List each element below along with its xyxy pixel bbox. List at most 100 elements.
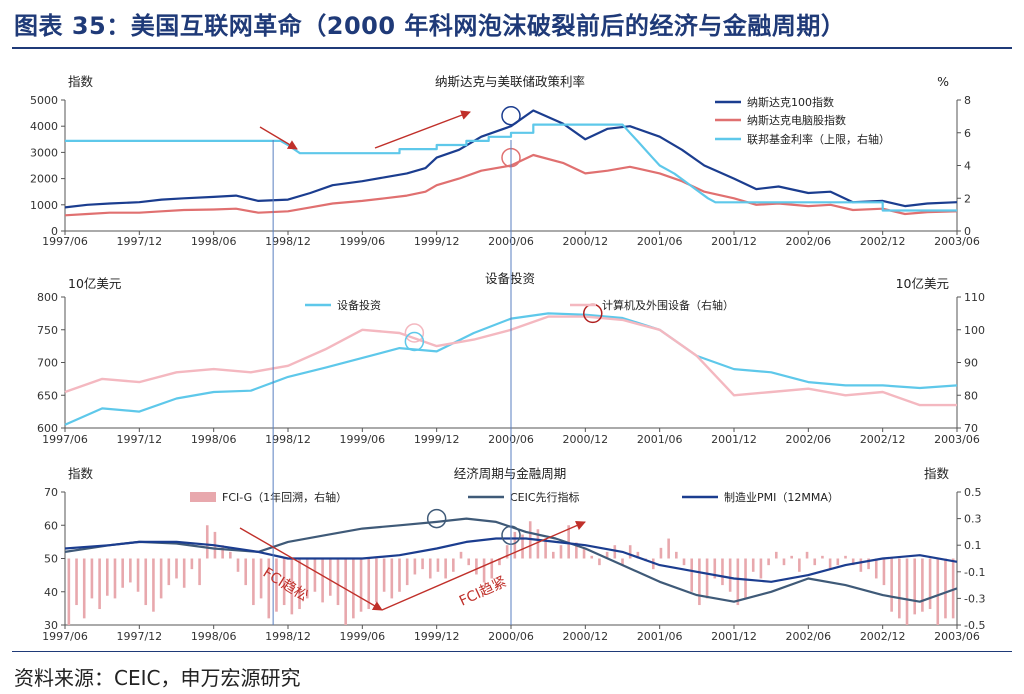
y-tick-label-right: -0.5 xyxy=(964,619,985,632)
x-tick-label: 2001/12 xyxy=(711,235,757,248)
bar xyxy=(252,558,255,606)
legend-item: 联邦基金利率（上限，右轴） xyxy=(715,132,890,146)
bar xyxy=(452,558,455,572)
bar xyxy=(944,558,947,619)
y-tick-label-right: 8 xyxy=(964,94,971,107)
x-tick-label: 1999/06 xyxy=(339,433,385,446)
bar xyxy=(874,558,878,579)
bar xyxy=(405,558,409,586)
bar xyxy=(659,547,663,559)
bar xyxy=(336,558,340,606)
bar xyxy=(459,551,463,559)
bar xyxy=(828,558,832,570)
x-tick-label: 1998/12 xyxy=(265,630,311,643)
y-tick-label-right: 2 xyxy=(964,192,971,205)
bar xyxy=(736,558,740,606)
bar xyxy=(375,558,378,603)
bar xyxy=(582,547,586,559)
trend-arrow xyxy=(259,126,298,150)
y-tick-label-left: 650 xyxy=(37,389,58,402)
bar xyxy=(605,551,609,559)
legend-item: 设备投资 xyxy=(305,298,381,312)
legend-item: 纳斯达克电脑股指数 xyxy=(715,113,846,127)
y-tick-label-right: 0 xyxy=(964,225,971,238)
bar xyxy=(513,531,517,559)
bar-series xyxy=(67,521,955,625)
series-line-3 xyxy=(65,123,957,212)
bar xyxy=(498,558,501,566)
x-tick-label: 1997/06 xyxy=(42,630,88,643)
legend-item: 制造业PMI（12MMA） xyxy=(682,490,839,504)
panel-title: 经济周期与金融周期 xyxy=(454,466,567,481)
bar xyxy=(367,558,371,610)
bar xyxy=(721,558,724,586)
x-tick-label: 2000/12 xyxy=(562,235,608,248)
x-tick-label: 1999/12 xyxy=(414,433,460,446)
bar xyxy=(321,558,324,603)
y-tick-label-left: 50 xyxy=(44,553,58,566)
bar xyxy=(136,558,140,592)
bar xyxy=(159,558,163,599)
x-tick-label: 2002/06 xyxy=(785,433,831,446)
x-tick-label: 2002/06 xyxy=(785,630,831,643)
legend-label: 计算机及外围设备（右轴） xyxy=(602,298,734,312)
bar xyxy=(898,558,901,619)
bar xyxy=(398,558,401,592)
y-tick-label-right: 100 xyxy=(964,324,985,337)
bar xyxy=(836,558,840,566)
bar xyxy=(767,558,770,566)
x-tick-label: 1997/06 xyxy=(42,235,88,248)
bar xyxy=(98,558,101,610)
y-tick-label-right: 0.3 xyxy=(964,513,982,526)
bar xyxy=(559,545,563,559)
panel-title: 设备投资 xyxy=(485,271,535,286)
bar xyxy=(428,558,432,579)
bar xyxy=(275,558,278,612)
bar xyxy=(467,558,471,566)
x-tick-label: 2002/12 xyxy=(860,235,906,248)
legend-label: 联邦基金利率（上限，右轴） xyxy=(747,132,890,146)
bar xyxy=(390,558,394,599)
bar xyxy=(175,558,178,579)
x-tick-label: 2000/06 xyxy=(488,630,534,643)
y-tick-label-right: 110 xyxy=(964,291,985,304)
bar xyxy=(621,558,624,566)
x-tick-label: 2001/12 xyxy=(711,433,757,446)
legend-label: 设备投资 xyxy=(337,298,381,312)
x-tick-label: 2002/12 xyxy=(860,630,906,643)
bar xyxy=(575,542,578,559)
bar xyxy=(936,558,940,625)
panel-title: 纳斯达克与美联储政策利率 xyxy=(435,74,585,89)
x-tick-label: 1998/12 xyxy=(265,235,311,248)
source-rule xyxy=(12,651,1012,652)
x-tick-label: 1999/06 xyxy=(339,235,385,248)
bar xyxy=(121,558,124,588)
bar xyxy=(113,558,117,599)
x-tick-label: 1997/12 xyxy=(116,433,162,446)
bar xyxy=(236,558,240,572)
figure-title: 图表 35：美国互联网革命（2000 年科网泡沫破裂前后的经济与金融周期） xyxy=(14,12,846,40)
y-tick-label-left: 4000 xyxy=(30,120,58,133)
bar xyxy=(905,558,909,625)
highlight-circle xyxy=(404,323,425,343)
bar xyxy=(305,558,309,599)
trend-arrow xyxy=(239,527,383,611)
y-tick-label-right: 70 xyxy=(964,422,978,435)
highlight-circle xyxy=(583,303,603,324)
bar xyxy=(67,558,71,625)
bar xyxy=(590,555,594,559)
bar xyxy=(490,558,494,579)
bar xyxy=(798,558,801,572)
x-tick-label: 1997/12 xyxy=(116,235,162,248)
bar xyxy=(890,558,893,612)
bar xyxy=(221,545,224,559)
bar xyxy=(844,555,847,559)
x-tick-label: 1998/06 xyxy=(191,433,237,446)
highlight-circle xyxy=(501,105,521,126)
bar xyxy=(805,551,809,559)
bar xyxy=(290,558,294,615)
y-tick-label-left: 70 xyxy=(44,486,58,499)
y-tick-label-right: 80 xyxy=(964,389,978,402)
bar xyxy=(536,529,540,559)
bar xyxy=(551,551,555,559)
